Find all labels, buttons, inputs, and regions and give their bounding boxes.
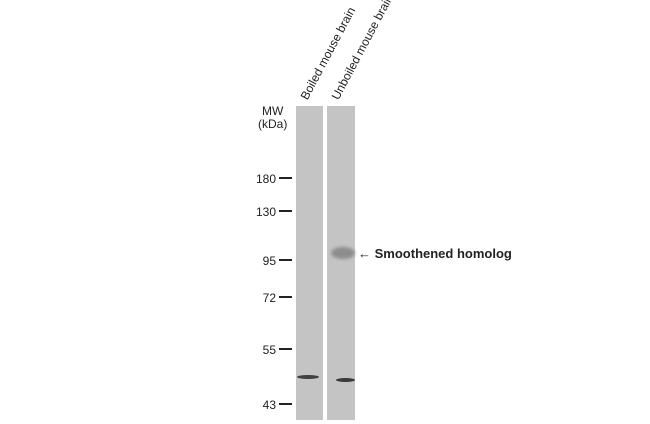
marker-95: 95	[248, 254, 292, 268]
marker-130: 130	[248, 205, 292, 219]
lane-label-boiled: Boiled mouse brain	[297, 4, 359, 102]
marker-55: 55	[248, 343, 292, 357]
lane-boiled	[296, 106, 323, 420]
marker-180: 180	[248, 172, 292, 186]
mw-header: MW (kDa)	[258, 105, 287, 131]
mw-label: MW	[262, 104, 284, 118]
kda-label: (kDa)	[258, 117, 288, 131]
marker-72: 72	[248, 291, 292, 305]
lane-label-unboiled: Unboiled mouse brain	[328, 0, 396, 102]
lane-unboiled	[327, 106, 355, 420]
band-lane1-low	[297, 375, 319, 379]
target-annotation: ← Smoothened homolog	[358, 246, 512, 261]
target-label: Smoothened homolog	[374, 246, 512, 261]
arrow-left-icon: ←	[358, 246, 371, 261]
band-smoothened	[331, 247, 355, 259]
band-lane2-low	[336, 378, 355, 382]
marker-43: 43	[248, 398, 292, 412]
